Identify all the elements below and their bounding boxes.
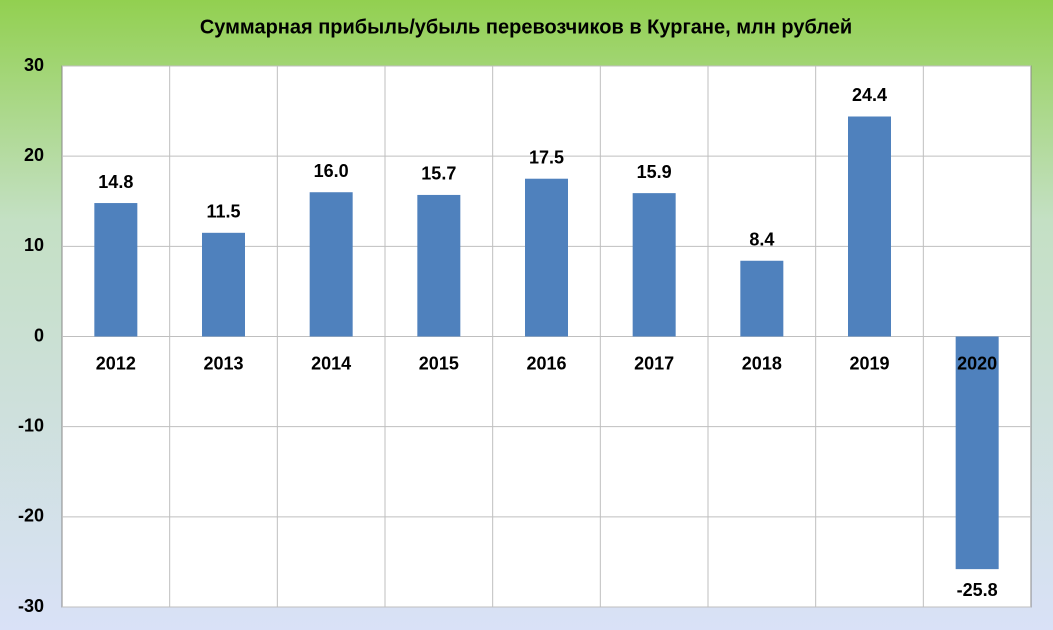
x-tick-label: 2012 — [96, 353, 136, 373]
value-label: 16.0 — [314, 161, 349, 181]
x-tick-label: 2019 — [849, 353, 889, 373]
y-tick-label: 30 — [24, 55, 44, 75]
y-tick-label: -30 — [18, 596, 44, 616]
y-tick-label: 10 — [24, 235, 44, 255]
y-tick-label: -20 — [18, 506, 44, 526]
y-tick-label: 0 — [34, 325, 44, 345]
x-tick-label: 2016 — [526, 353, 566, 373]
x-tick-label: 2018 — [742, 353, 782, 373]
bar — [202, 232, 245, 337]
value-label: -25.8 — [957, 580, 998, 600]
x-tick-label: 2015 — [419, 353, 459, 373]
chart-title: Суммарная прибыль/убыль перевозчиков в К… — [200, 16, 852, 38]
bar — [94, 203, 138, 337]
bar — [740, 260, 784, 337]
x-tick-label: 2020 — [957, 353, 997, 373]
y-tick-label: -10 — [18, 415, 44, 435]
value-label: 15.9 — [637, 162, 672, 182]
x-tick-label: 2017 — [634, 353, 674, 373]
bar — [525, 178, 568, 337]
bar — [417, 194, 461, 337]
value-label: 15.7 — [421, 164, 456, 184]
value-label: 17.5 — [529, 147, 564, 167]
value-label: 14.8 — [98, 172, 133, 192]
bar — [632, 193, 676, 337]
bar — [309, 192, 353, 337]
x-tick-label: 2013 — [203, 353, 243, 373]
value-label: 11.5 — [206, 202, 240, 222]
y-tick-label: 20 — [24, 145, 44, 165]
value-label: 8.4 — [749, 230, 774, 250]
value-label: 24.4 — [852, 85, 887, 105]
x-tick-label: 2014 — [311, 353, 351, 373]
bar — [955, 336, 999, 570]
bar — [848, 116, 891, 337]
